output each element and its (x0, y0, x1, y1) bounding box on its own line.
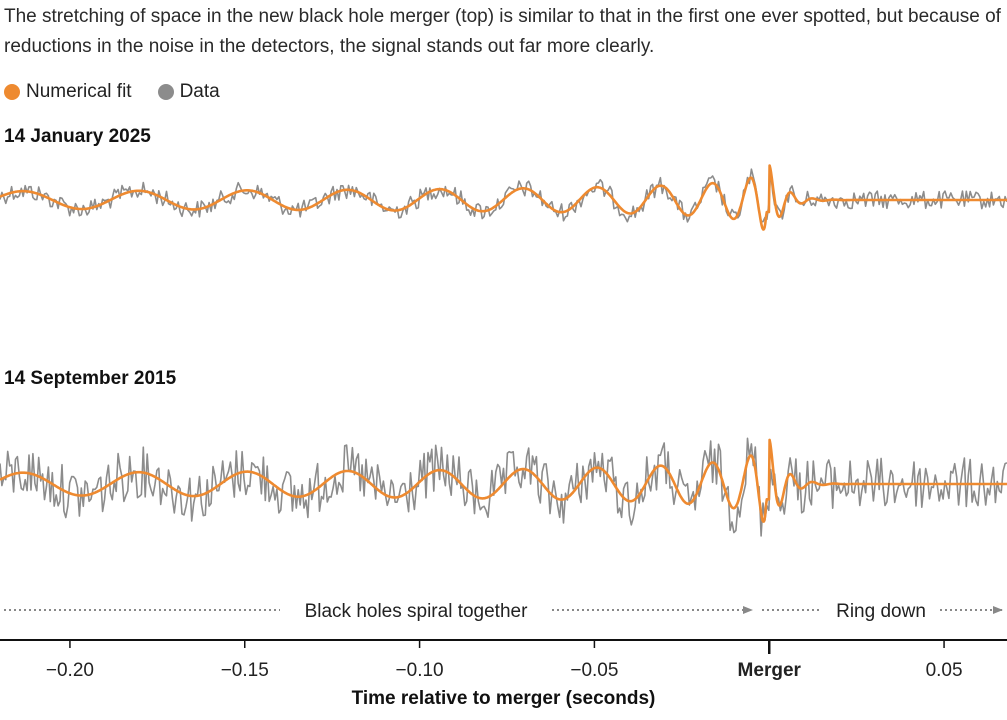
legend-swatch-data (157, 84, 174, 100)
legend-label-fit: Numerical fit (26, 81, 132, 102)
panel-title-2025: 14 January 2025 (4, 126, 151, 147)
x-tick-label-2: −0.10 (396, 660, 444, 681)
x-tick-label-1: −0.15 (221, 660, 269, 681)
x-tick-label-4: Merger (738, 660, 802, 681)
panel-title-2015: 14 September 2015 (4, 368, 177, 389)
x-tick-label-3: −0.05 (570, 660, 618, 681)
phase-label-ringdown: Ring down (836, 601, 926, 622)
x-tick-label-5: 0.05 (926, 660, 963, 681)
phase-label-spiral: Black holes spiral together (305, 601, 529, 622)
x-axis-title: Time relative to merger (seconds) (351, 688, 656, 709)
legend-item-data: Data (157, 81, 220, 103)
legend-swatch-fit (4, 84, 20, 100)
legend-label-data: Data (179, 81, 220, 102)
legend-item-fit: Numerical fit (4, 81, 132, 103)
x-tick-label-0: −0.20 (46, 660, 94, 681)
legend: Numerical fit Data (4, 79, 246, 105)
data-series-2015 (0, 437, 1007, 537)
fit-series-2015 (0, 438, 1007, 523)
data-series-2025 (0, 168, 1007, 223)
chart-subtitle: The stretching of space in the new black… (4, 6, 1001, 57)
fit-series-2025 (0, 164, 1007, 231)
